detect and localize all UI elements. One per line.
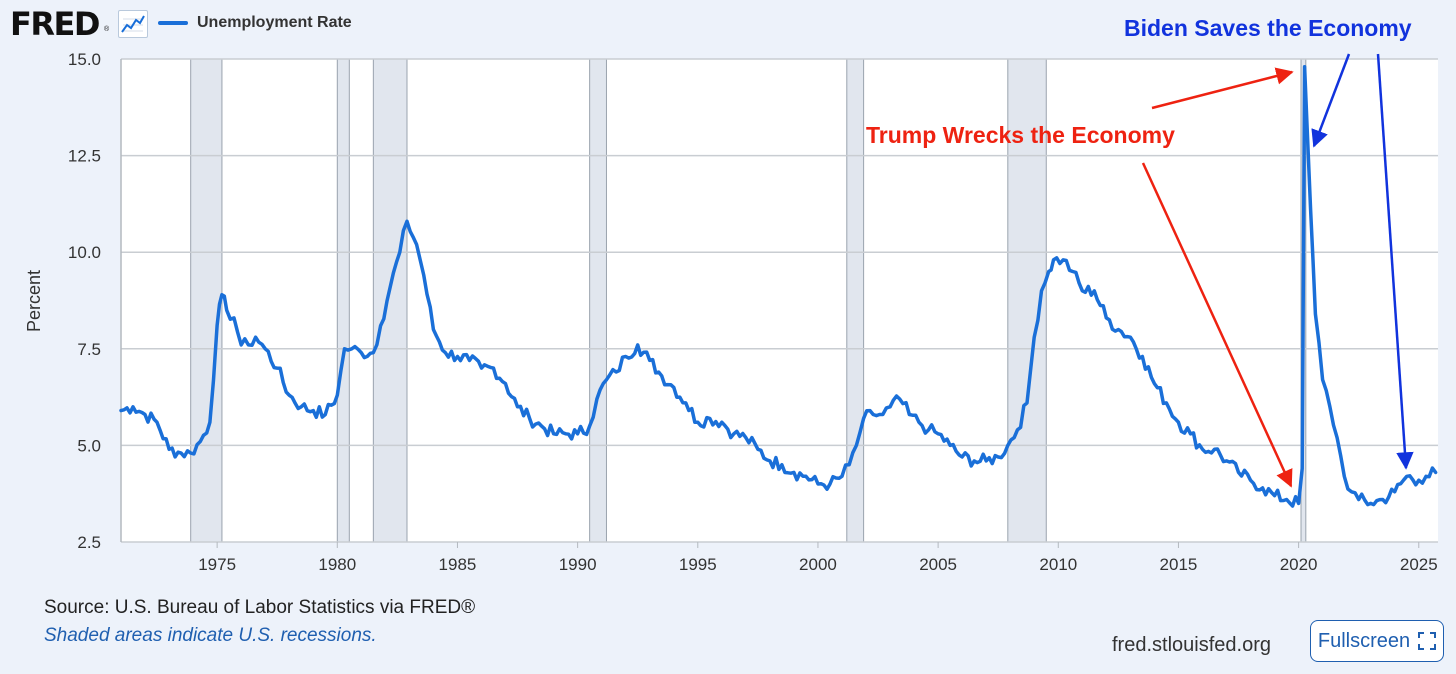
y-axis-label: Percent xyxy=(24,270,44,332)
fullscreen-button[interactable]: Fullscreen xyxy=(1310,620,1444,662)
y-tick-label: 7.5 xyxy=(77,340,101,359)
biden-arrow-current xyxy=(1376,53,1414,470)
x-tick-label: 2005 xyxy=(919,555,957,574)
site-link[interactable]: fred.stlouisfed.org xyxy=(1112,634,1271,656)
x-tick-label: 2025 xyxy=(1400,555,1438,574)
recession-note: Shaded areas indicate U.S. recessions. xyxy=(44,625,377,646)
recession-band xyxy=(589,58,607,543)
y-tick-label: 15.0 xyxy=(68,50,101,69)
x-tick-label: 2020 xyxy=(1280,555,1318,574)
trump-annotation: Trump Wrecks the Economy xyxy=(866,122,1175,148)
x-tick-label: 2010 xyxy=(1039,555,1077,574)
trump-arrow-pre-pandemic xyxy=(1141,162,1293,488)
x-tick-label: 2015 xyxy=(1160,555,1198,574)
trump-arrow-peak xyxy=(1151,67,1294,110)
y-tick-label: 12.5 xyxy=(68,147,101,166)
x-tick-label: 1975 xyxy=(198,555,236,574)
registered-mark: ® xyxy=(104,26,110,33)
biden-arrow-recovery xyxy=(1311,53,1351,148)
fullscreen-icon xyxy=(1418,632,1437,650)
recession-band xyxy=(846,58,865,543)
x-tick-label: 1990 xyxy=(559,555,597,574)
legend-swatch xyxy=(158,21,188,25)
x-tick-label: 1995 xyxy=(679,555,717,574)
recession-band xyxy=(372,58,408,543)
y-tick-label: 5.0 xyxy=(77,436,101,455)
recession-band xyxy=(190,58,223,543)
x-tick-label: 2000 xyxy=(799,555,837,574)
fred-logo-text: FRED xyxy=(10,5,100,43)
biden-annotation: Biden Saves the Economy xyxy=(1124,15,1412,41)
chart-legend: Unemployment Rate xyxy=(158,12,352,34)
x-tick-label: 1980 xyxy=(318,555,356,574)
unemployment-rate-line xyxy=(119,64,1438,508)
source-note: Source: U.S. Bureau of Labor Statistics … xyxy=(44,597,476,618)
line-chart-icon xyxy=(118,10,148,38)
fred-logo[interactable]: FRED xyxy=(10,4,100,44)
fullscreen-label: Fullscreen xyxy=(1317,629,1411,652)
y-tick-label: 2.5 xyxy=(77,533,101,552)
recession-band xyxy=(336,58,350,543)
y-tick-label: 10.0 xyxy=(68,243,101,262)
x-tick-label: 1985 xyxy=(439,555,477,574)
legend-label: Unemployment Rate xyxy=(197,14,352,31)
